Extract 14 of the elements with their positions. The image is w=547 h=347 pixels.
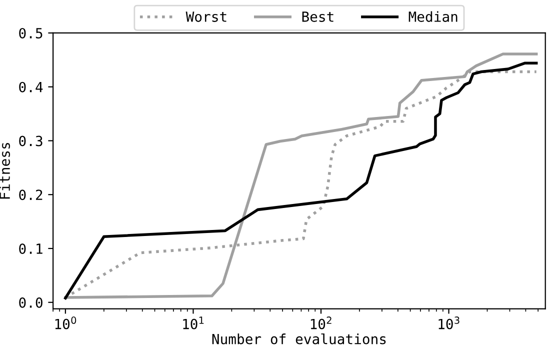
x-tick-label: 10$^{3}$: [438, 316, 460, 330]
x-axis-title: Number of evaluations: [212, 333, 386, 344]
y-tick-label: 0.5: [19, 28, 42, 38]
y-tick-label: 0.2: [19, 190, 42, 200]
x-tick-label: 10$^{0}$: [55, 316, 76, 330]
y-tick-label: 0.4: [19, 82, 43, 92]
legend-label: Worst: [186, 12, 226, 22]
legend-label: Median: [408, 11, 458, 22]
x-tick-label: 10$^{2}$: [310, 316, 332, 330]
y-tick-label: 0.1: [19, 243, 42, 254]
legend-label: Best: [302, 12, 334, 22]
x-tick-label: 10$^{1}$: [183, 316, 204, 330]
y-tick-label: 0.3: [19, 136, 42, 146]
y-tick-label: 0.0: [19, 297, 42, 308]
